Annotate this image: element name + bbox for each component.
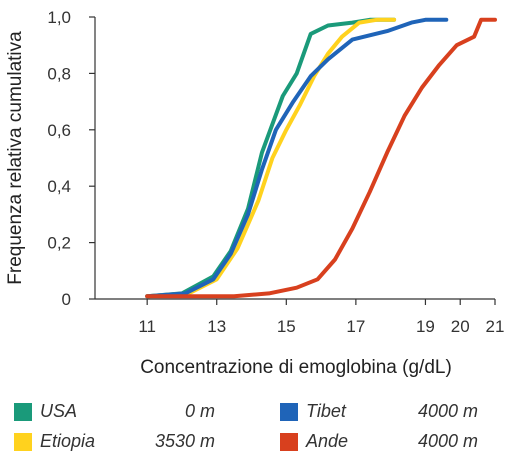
y-tick-label: 1,0 [47, 8, 71, 27]
legend-altitude-etiopia: 3530 m [154, 431, 215, 451]
legend-label-usa: USA [40, 401, 78, 421]
y-tick-label: 0,2 [47, 234, 71, 253]
y-tick-label: 0 [62, 290, 71, 309]
legend-item-etiopia [14, 430, 32, 454]
legend-altitude-usa: 0 m [184, 401, 215, 421]
legend-label-ande: Ande [306, 431, 349, 451]
legend-altitude-ande: 4000 m [417, 431, 478, 451]
x-tick-label: 11 [138, 317, 156, 336]
x-tick-label: 20 [451, 317, 470, 336]
series-line-ande [145, 17, 497, 299]
y-tick-labels: 0 0,2 0,4 0,6 0,8 1,0 [47, 8, 71, 309]
series-lines [145, 17, 497, 299]
y-tick-label: 0,4 [47, 177, 71, 196]
legend-label-tibet: Tibet [306, 401, 346, 421]
x-tick-label: 17 [346, 317, 365, 336]
y-axis-title: Frequenza relativa cumulativa [5, 31, 26, 285]
legend-item-usa [14, 400, 32, 424]
legend-altitude-tibet: 4000 m [417, 401, 478, 421]
legend-swatch-ande [280, 433, 298, 451]
legend-label-etiopia: Etiopia [40, 431, 96, 451]
series-line-tibet [145, 17, 449, 299]
axes [89, 16, 496, 305]
y-tick-label: 0,8 [47, 64, 71, 83]
x-tick-label: 15 [277, 317, 296, 336]
x-axis-title: Concentrazione di emoglobina (g/dL) [140, 357, 452, 378]
x-tick-label: 21 [486, 317, 505, 336]
legend-swatch-etiopia [14, 433, 32, 451]
legend-swatch-tibet [280, 403, 298, 421]
legend-item-ande [280, 430, 298, 454]
legend-item-tibet [280, 400, 298, 424]
series-line-etiopia [145, 17, 397, 299]
x-tick-labels: 11 13 15 17 19 20 21 [138, 317, 504, 336]
legend: USA 0 m Etiopia 3530 m Tibet 4000 m Ande… [0, 398, 505, 460]
y-tick-label: 0,6 [47, 121, 71, 140]
x-tick-label: 19 [416, 317, 435, 336]
x-tick-label: 13 [207, 317, 226, 336]
legend-swatch-usa [14, 403, 32, 421]
